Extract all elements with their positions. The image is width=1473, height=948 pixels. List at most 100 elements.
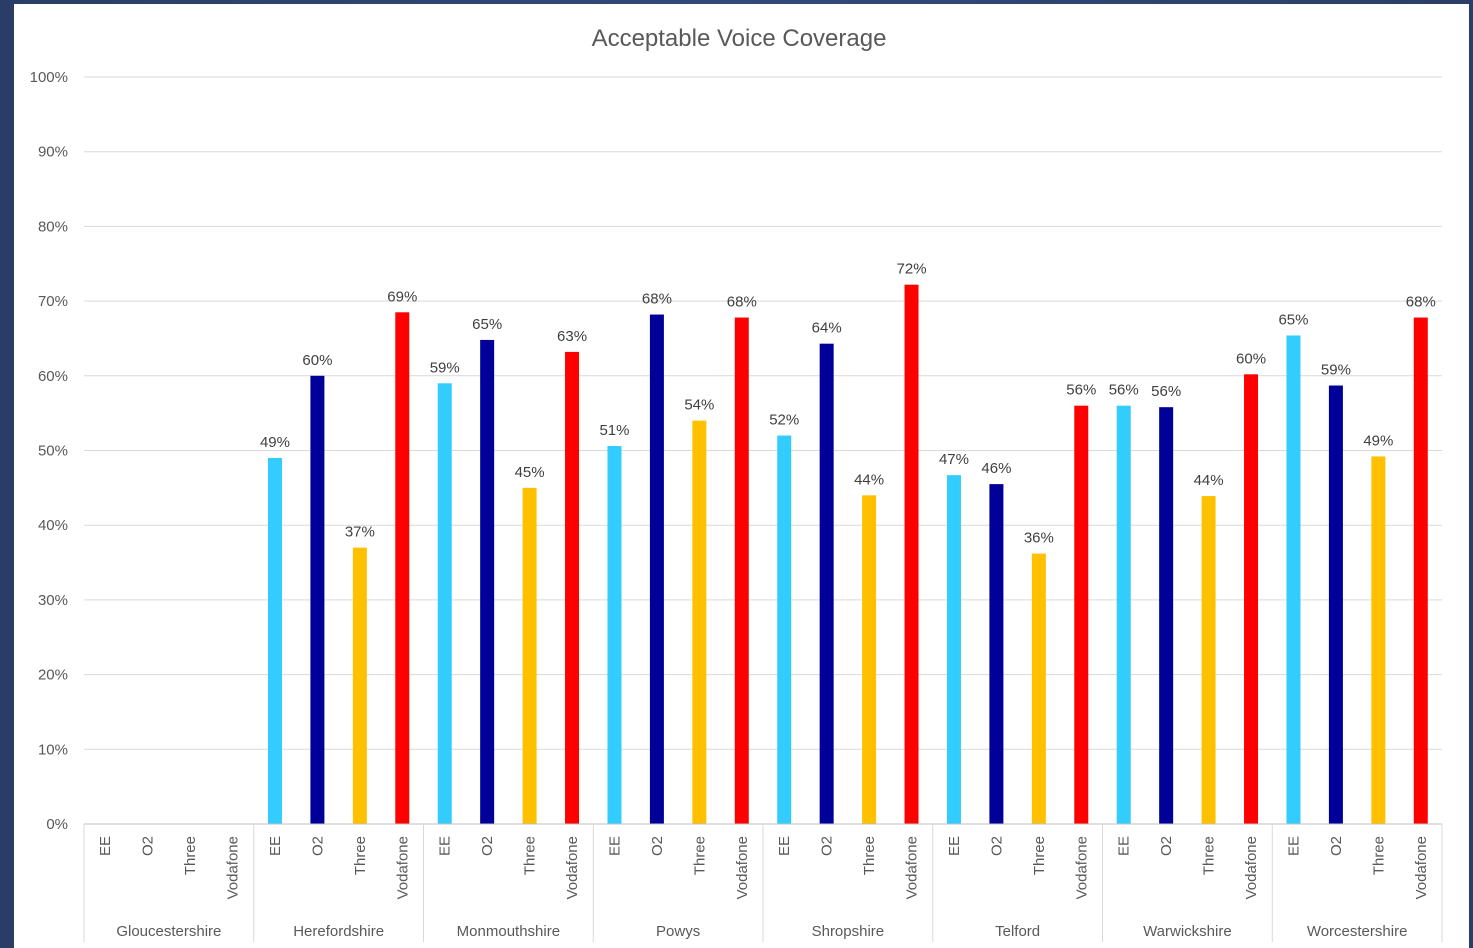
y-tick-label: 10% (38, 741, 68, 758)
data-label: 47% (939, 451, 969, 468)
category-label: Vodafone (1243, 836, 1260, 899)
data-label: 65% (1278, 311, 1308, 328)
bar (989, 484, 1004, 824)
bar (1286, 335, 1301, 824)
category-label: O2 (988, 836, 1005, 856)
data-label: 68% (1406, 294, 1436, 311)
bar (395, 312, 410, 824)
category-label: Vodafone (904, 836, 921, 899)
category-label: EE (946, 836, 963, 856)
y-tick-label: 20% (38, 667, 68, 684)
data-label: 49% (1363, 432, 1393, 449)
category-label: O2 (819, 836, 836, 856)
category-label: EE (437, 836, 454, 856)
bar (734, 317, 749, 824)
chart-panel: Acceptable Voice Coverage 49% 60% 37% 69% 59… (14, 4, 1469, 948)
category-label: Three (1201, 836, 1218, 875)
axes: 0% 10% 20% 30% 40% 50% 60% 70% 80% 90% 100% Glouces… (30, 69, 1443, 942)
data-label: 63% (557, 328, 587, 345)
category-label: Vodafone (734, 836, 751, 899)
y-tick-label: 60% (38, 368, 68, 385)
group-label: Powys (656, 923, 700, 940)
data-label: 56% (1151, 383, 1181, 400)
bar (1159, 407, 1174, 824)
group-label: Warwickshire (1143, 923, 1232, 940)
data-label: 54% (684, 397, 714, 414)
category-label: Vodafone (225, 836, 242, 899)
category-label: EE (776, 836, 793, 856)
bars (267, 284, 1428, 824)
bar (310, 375, 325, 824)
bar-chart: Acceptable Voice Coverage 49% 60% 37% 69% 59… (30, 25, 1443, 942)
chart-title: Acceptable Voice Coverage (592, 25, 887, 52)
data-label: 56% (1066, 382, 1096, 399)
category-label: EE (97, 836, 114, 856)
category-label: Vodafone (1413, 836, 1430, 899)
data-label: 60% (1236, 350, 1266, 367)
category-label: EE (1285, 836, 1302, 856)
bar (1031, 553, 1046, 824)
y-tick-label: 70% (38, 293, 68, 310)
data-label: 69% (387, 288, 417, 305)
bar (1244, 374, 1259, 824)
bar (1328, 385, 1343, 824)
data-label: 45% (515, 464, 545, 481)
group-label: Monmouthshire (457, 923, 560, 940)
data-label: 51% (599, 422, 629, 439)
category-label: O2 (479, 836, 496, 856)
category-label: O2 (1158, 836, 1175, 856)
y-tick-label: 30% (38, 592, 68, 609)
group-label: Gloucestershire (116, 923, 221, 940)
data-label: 37% (345, 524, 375, 541)
data-label: 56% (1109, 382, 1139, 399)
category-label: Three (182, 836, 199, 875)
category-label: EE (1116, 836, 1133, 856)
category-label: O2 (309, 836, 326, 856)
data-label: 68% (727, 294, 757, 311)
category-label: O2 (649, 836, 666, 856)
y-tick-label: 90% (38, 144, 68, 161)
group-label: Shropshire (812, 923, 885, 940)
bar (1371, 456, 1386, 824)
group-label: Herefordshire (293, 923, 384, 940)
category-label: Vodafone (394, 836, 411, 899)
bar (1116, 405, 1131, 824)
category-label: Three (1031, 836, 1048, 875)
y-tick-label: 80% (38, 218, 68, 235)
y-tick-label: 40% (38, 517, 68, 534)
data-label: 44% (1194, 472, 1224, 489)
bar (522, 487, 537, 824)
data-label: 59% (430, 359, 460, 376)
bar (1413, 317, 1428, 824)
category-label: Three (522, 836, 539, 875)
y-tick-label: 100% (30, 69, 68, 86)
data-label: 59% (1321, 362, 1351, 379)
data-label: 68% (642, 291, 672, 308)
category-label: Three (1370, 836, 1387, 875)
data-labels: 49% 60% 37% 69% 59% 65% 45% 63% 51% 68% 54% 68% 52% 6… (260, 261, 1436, 547)
category-label: EE (606, 836, 623, 856)
bar (607, 446, 622, 824)
category-label: Vodafone (564, 836, 581, 899)
gridlines (84, 76, 1442, 825)
data-label: 46% (981, 460, 1011, 477)
data-label: 65% (472, 316, 502, 333)
bar (692, 420, 707, 824)
bar (777, 435, 792, 824)
category-label: Three (352, 836, 369, 875)
category-label: EE (267, 836, 284, 856)
y-tick-label: 0% (46, 816, 68, 833)
bar (437, 383, 452, 824)
bar (1201, 496, 1216, 824)
data-label: 49% (260, 434, 290, 451)
data-label: 44% (854, 471, 884, 488)
category-label: O2 (1328, 836, 1345, 856)
bar (352, 547, 367, 824)
data-label: 52% (769, 412, 799, 429)
bar (1074, 405, 1089, 824)
data-label: 64% (812, 320, 842, 337)
bar (565, 351, 580, 824)
group-label: Telford (995, 923, 1040, 940)
data-label: 72% (897, 261, 927, 278)
y-tick-label: 50% (38, 443, 68, 460)
